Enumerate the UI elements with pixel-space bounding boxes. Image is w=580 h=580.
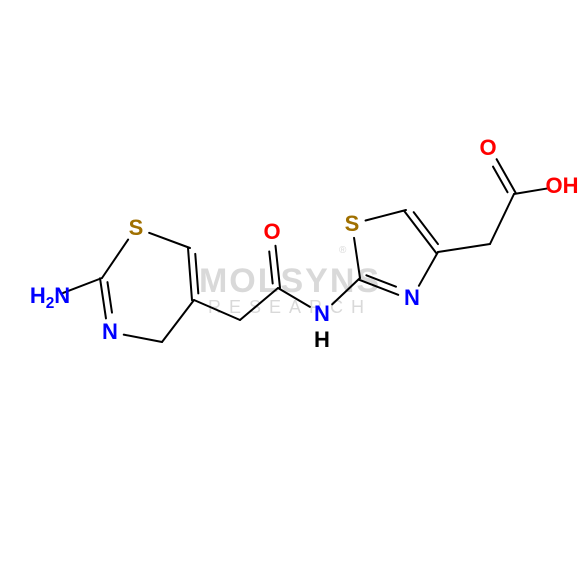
atom-NHh: H xyxy=(314,327,330,353)
atom-NH: N xyxy=(314,301,330,327)
atom-O2: O xyxy=(479,135,496,161)
atom-N1: N xyxy=(102,319,118,345)
atom-OH: OH xyxy=(546,173,579,199)
atom-N2: N xyxy=(404,285,420,311)
atom-S1: S xyxy=(129,215,144,241)
atom-NH2: H2N xyxy=(30,283,70,313)
molecule-canvas: MOLSYNS RESEARCH ® H2NNSONHSNOOH xyxy=(0,0,580,580)
atom-O1: O xyxy=(263,219,280,245)
atom-S2: S xyxy=(345,211,360,237)
bonds-layer xyxy=(0,0,580,580)
